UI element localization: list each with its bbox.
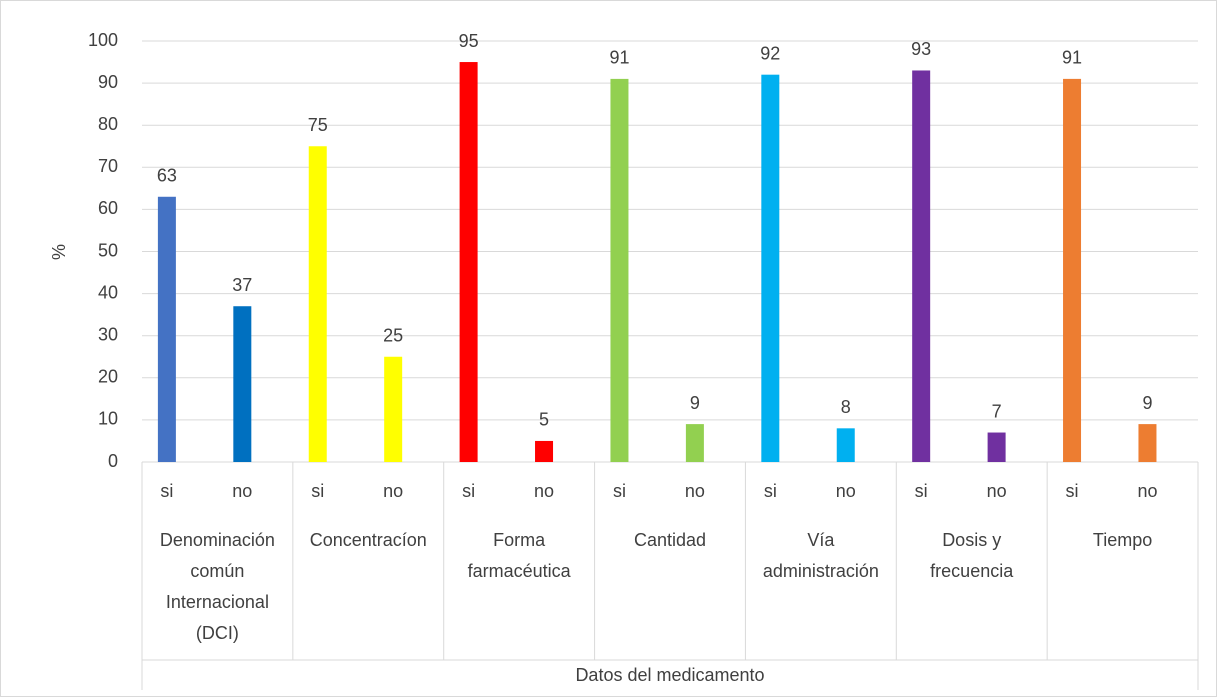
x-tick-label: si [311, 481, 324, 501]
bar [535, 440, 554, 462]
data-label: 7 [992, 401, 1002, 421]
y-tick-label: 30 [98, 324, 118, 344]
bar [1138, 424, 1157, 462]
y-tick-label: 50 [98, 240, 118, 260]
group-label: Forma farmacéutica [467, 530, 571, 581]
bar [233, 306, 252, 462]
bar [157, 196, 176, 462]
data-label: 25 [383, 326, 403, 346]
x-tick-label: no [383, 481, 403, 501]
group-label: Tiempo [1092, 530, 1153, 550]
data-label: 9 [1142, 393, 1152, 413]
bar [308, 146, 327, 462]
y-tick-label: 20 [98, 367, 118, 387]
bar [761, 74, 780, 463]
x-tick-label: no [534, 481, 554, 501]
x-tick-label: si [1066, 481, 1079, 501]
y-tick-label: 60 [98, 198, 118, 218]
bar [685, 424, 704, 462]
y-tick-label: 90 [98, 72, 118, 92]
group-title: Datos del medicamento [575, 665, 764, 685]
data-label: 9 [690, 393, 700, 413]
bar [836, 428, 855, 462]
y-tick-label: 80 [98, 114, 118, 134]
x-tick-label: si [613, 481, 626, 501]
y-tick-label: 70 [98, 156, 118, 176]
bar [610, 78, 629, 462]
x-tick-label: no [836, 481, 856, 501]
data-label: 5 [539, 410, 549, 430]
group-label: Concentracíon [309, 530, 427, 550]
group-label: Vía administración [762, 530, 879, 581]
data-label: 92 [760, 43, 780, 63]
data-label: 37 [232, 275, 252, 295]
x-tick-label: si [160, 481, 173, 501]
y-tick-label: 40 [98, 282, 118, 302]
data-label: 75 [308, 115, 328, 135]
x-tick-label: si [764, 481, 777, 501]
bar [1063, 78, 1082, 462]
group-label: Denominación común Internacional (DCI) [159, 530, 275, 643]
x-tick-label: si [915, 481, 928, 501]
y-tick-label: 10 [98, 409, 118, 429]
y-tick-label: 0 [108, 451, 118, 471]
bar [384, 356, 403, 462]
data-label: 93 [911, 39, 931, 59]
x-tick-label: no [685, 481, 705, 501]
data-label: 8 [841, 397, 851, 417]
x-tick-label: no [232, 481, 252, 501]
x-tick-label: no [987, 481, 1007, 501]
data-label: 91 [1062, 48, 1082, 68]
x-tick-label: no [1137, 481, 1157, 501]
y-tick-label: 100 [88, 30, 118, 50]
bar [912, 70, 931, 462]
y-axis-label: % [49, 244, 69, 260]
x-tick-label: si [462, 481, 475, 501]
bar [459, 62, 478, 463]
bar [987, 432, 1006, 462]
data-label: 95 [459, 31, 479, 51]
data-label: 91 [609, 48, 629, 68]
group-label: Cantidad [633, 530, 707, 550]
group-label: Dosis y frecuencia [930, 530, 1014, 581]
data-label: 63 [157, 166, 177, 186]
